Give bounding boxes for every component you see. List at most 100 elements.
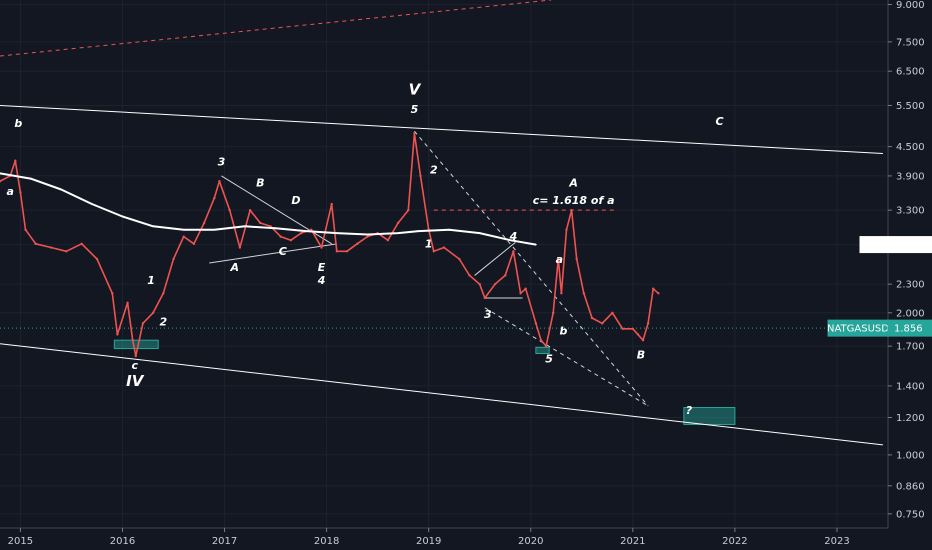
wave-label: E	[318, 261, 326, 274]
price-point	[590, 316, 594, 320]
ema-point	[60, 188, 63, 191]
price-point	[419, 174, 422, 178]
price-point	[213, 196, 216, 200]
price-point	[652, 287, 655, 290]
price-point	[493, 282, 497, 286]
ema-point	[478, 232, 481, 234]
price-point	[238, 246, 242, 249]
price-point	[0, 180, 2, 183]
x-tick-label: 2019	[416, 536, 441, 547]
wave-label: b	[14, 117, 22, 130]
price-point	[80, 242, 83, 246]
price-point	[512, 250, 515, 253]
wave-label: C	[716, 115, 724, 128]
price-point	[413, 132, 416, 135]
price-point	[432, 250, 435, 253]
ema-point	[397, 232, 399, 234]
price-badge-value: 1.856	[894, 324, 923, 335]
price-point	[34, 242, 37, 246]
price-point	[442, 246, 446, 249]
wave-label: a	[556, 253, 563, 266]
wave-label: 1	[147, 274, 155, 287]
target-zone-box[interactable]	[113, 339, 159, 350]
price-point	[111, 292, 114, 295]
ema-point	[244, 225, 246, 228]
wave-label: 4	[317, 274, 326, 287]
price-point	[24, 228, 27, 231]
price-point	[141, 322, 145, 325]
wave-label: 5	[545, 352, 553, 365]
ema-badge: EMA 2.790	[859, 236, 932, 254]
ema-point	[121, 215, 124, 218]
y-tick-label: 3.900	[896, 171, 925, 182]
ema-point	[182, 228, 185, 231]
price-point	[289, 239, 293, 242]
wave-label: IV	[126, 372, 145, 390]
trendline[interactable]	[0, 104, 883, 155]
price-badges: EMA 2.790 NATGASUSD 1.856	[827, 236, 932, 337]
price-point	[248, 208, 252, 212]
x-tick-label: 2021	[620, 536, 645, 547]
price-point	[269, 225, 272, 228]
wave-label: b	[559, 324, 567, 337]
price-axis-ticks: 9.000 7.500 6.500 5.500 4.500 3.900 3.300 2.790…	[888, 0, 925, 520]
price-point	[386, 239, 390, 242]
target-zone-box[interactable]	[683, 407, 736, 425]
ema-point	[305, 230, 308, 232]
wave-label: 4	[509, 230, 518, 243]
wave-label: 3	[484, 308, 492, 321]
price-point	[310, 228, 313, 231]
ema-point	[152, 225, 154, 228]
price-point	[570, 208, 573, 212]
target-zone-box[interactable]	[535, 346, 550, 354]
price-axis[interactable]	[888, 0, 932, 528]
wave-label: 2	[430, 163, 438, 176]
y-tick-label: 7.500	[896, 37, 925, 48]
price-badge-value-bg	[887, 319, 932, 337]
price-point	[182, 235, 185, 238]
ema-badge-label: EMA	[863, 240, 885, 251]
price-point	[162, 292, 165, 295]
price-point	[552, 311, 555, 315]
price-point	[320, 246, 323, 249]
price-point	[646, 322, 650, 325]
price-point	[560, 292, 563, 295]
price-badge-label: NATGASUSD	[827, 324, 889, 335]
price-point	[539, 338, 543, 342]
price-point	[356, 242, 359, 246]
price-point	[611, 311, 614, 315]
trendline[interactable]	[0, 343, 883, 446]
trendline[interactable]	[209, 243, 337, 264]
price-point	[335, 250, 339, 253]
y-tick-label: 3.300	[896, 206, 925, 217]
ema-point	[274, 227, 277, 230]
price-point	[657, 292, 660, 295]
y-tick-label: 1.700	[896, 342, 925, 353]
time-axis[interactable]	[0, 528, 932, 550]
wave-label: 1	[425, 238, 433, 251]
price-point	[95, 257, 99, 261]
price-point	[345, 250, 349, 253]
price-point	[131, 338, 134, 342]
y-tick-label: 2.300	[896, 280, 925, 291]
price-point	[601, 322, 604, 325]
x-tick-label: 2022	[722, 536, 747, 547]
price-point	[172, 257, 175, 261]
y-tick-label: 0.750	[896, 509, 925, 520]
x-tick-label: 2018	[314, 536, 339, 547]
price-point	[582, 292, 586, 295]
price-point	[557, 257, 560, 261]
wave-label: ?	[686, 404, 693, 417]
y-tick-label: 2.000	[896, 308, 925, 319]
trendline[interactable]	[474, 241, 516, 276]
x-tick-label: 2020	[518, 536, 543, 547]
price-point	[299, 231, 303, 235]
price-point	[218, 180, 221, 183]
price-point	[478, 282, 481, 286]
wave-label: 3	[218, 156, 226, 169]
ema-point	[535, 243, 537, 246]
price-point	[631, 327, 635, 330]
y-tick-label: 6.500	[896, 67, 925, 78]
price-point	[504, 274, 507, 277]
